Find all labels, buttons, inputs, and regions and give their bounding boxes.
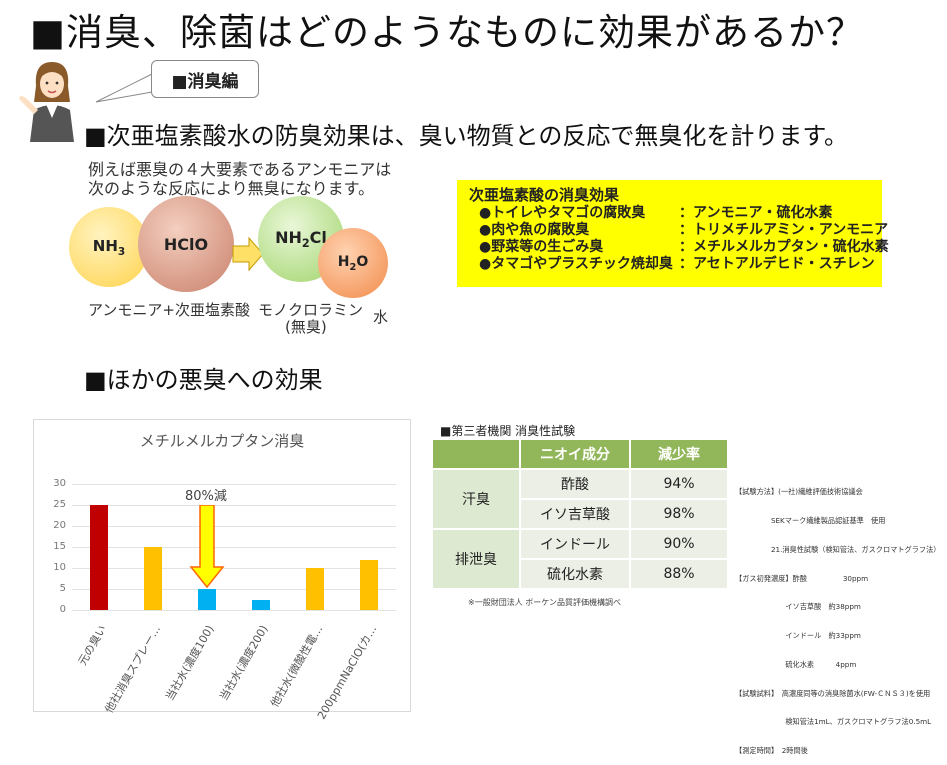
- table-header-cell: 減少率: [629, 438, 729, 470]
- table-header-cell: [431, 438, 521, 470]
- deodorization-test-table: ニオイ成分 減少率 汗臭 酢酸 94% イソ吉草酸 98% 排泄臭 インドール …: [431, 438, 729, 590]
- y-tick-label: 15: [53, 541, 66, 552]
- y-tick-label: 5: [59, 583, 66, 594]
- method-line: SEKマーク繊維製品認証基準 使用: [735, 515, 886, 525]
- chart-bar: [144, 547, 162, 610]
- table-component-cell: 酢酸: [519, 468, 631, 500]
- effect-item: ●野菜等の生ごみ臭: [479, 239, 604, 255]
- method-line: 【試験方法】(一社)繊維評価技術協議会: [735, 487, 863, 497]
- method-line: 硫化水素 4ppm: [735, 659, 857, 669]
- gridline: [72, 610, 396, 611]
- table-row: イソ吉草酸 98%: [432, 498, 729, 530]
- method-line: 【ガス初発濃度】酢酸 30ppm: [735, 573, 869, 583]
- chart-bar: [360, 559, 378, 610]
- table-header-cell: ニオイ成分: [519, 438, 631, 470]
- table-group-cell: 汗臭: [431, 468, 521, 530]
- gridline: [72, 505, 396, 506]
- gridline: [72, 526, 396, 527]
- effect-item: ●トイレやタマゴの腐敗臭: [479, 205, 646, 221]
- nh3-circle: NH3: [69, 207, 149, 287]
- method-line: 【測定時間】 2時間後: [735, 746, 808, 756]
- y-tick-label: 30: [53, 478, 66, 489]
- table-source-note: ※一般財団法人 ボーケン品質評価機構調べ: [468, 598, 622, 607]
- table-title: ■第三者機関 消臭性試験: [440, 424, 576, 438]
- callout-pointer: [95, 73, 153, 103]
- x-tick-label: 当社水(濃度100): [163, 623, 218, 703]
- section-bubble: ■消臭編: [151, 60, 259, 98]
- intro-line: 例えば悪臭の４大要素であるアンモニアは: [88, 160, 392, 179]
- chart-bar: [90, 505, 108, 610]
- table-row: 汗臭 酢酸 94%: [431, 468, 729, 530]
- x-tick-label: 200ppmNaClO(カ…: [314, 623, 380, 722]
- effect-value: ：アセトアルデヒド・スチレン: [679, 256, 875, 272]
- reaction-label-reactants: アンモニア+次亜塩素酸: [88, 301, 250, 319]
- reduction-annotation: 80%減: [185, 489, 227, 504]
- x-tick-label: 他社水(微酸性電…: [267, 623, 326, 710]
- y-tick-label: 0: [59, 604, 66, 615]
- effect-value: ：メチルメルカプタン・硫化水素: [679, 239, 889, 255]
- subtitle-other-odors: ■ほかの悪臭への効果: [84, 366, 323, 394]
- table-rate-cell: 98%: [629, 498, 729, 530]
- method-line: イソ吉草酸 約38ppm: [735, 602, 861, 612]
- reaction-label-odorless: (無臭): [285, 318, 327, 336]
- intro-line: 次のような反応により無臭になります。: [88, 179, 375, 198]
- gridline: [72, 589, 396, 590]
- gridline: [72, 484, 396, 485]
- presenter-avatar: [16, 56, 86, 142]
- reaction-label-product: モノクロラミン: [258, 301, 364, 319]
- effect-value: ：アンモニア・硫化水素: [679, 205, 833, 221]
- table-component-cell: 硫化水素: [519, 558, 631, 590]
- method-line: インドール 約33ppm: [735, 631, 861, 641]
- method-line: 21.消臭性試験（検知管法、ガスクロマトグラフ法）: [735, 544, 941, 554]
- h2o-circle: H2O: [318, 228, 388, 298]
- chart-plot-area: 0 5 10 15 20 25 30 元の臭い 他社消臭スプレー… 当社水(濃度100) 当社水(濃…: [34, 420, 410, 722]
- x-tick-label: 他社消臭スプレー…: [102, 623, 164, 716]
- test-method-notes: 【試験方法】(一社)繊維評価技術協議会 SEKマーク繊維製品認証基準 使用 21…: [735, 468, 941, 765]
- table-rate-cell: 94%: [629, 468, 729, 500]
- effect-item: ●肉や魚の腐敗臭: [479, 222, 590, 238]
- table-row: 排泄臭 インドール 90%: [431, 528, 729, 590]
- effects-title: 次亜塩素酸の消臭効果: [469, 186, 620, 204]
- chart-bar: [198, 589, 216, 610]
- method-line: 検知管法1mL、ガスクロマトグラフ法0.5mL: [735, 717, 932, 727]
- bar-chart: メチルメルカプタン消臭 0 5 10 15 20 25 30 元の臭い 他社消臭スプレー… 当社水…: [33, 419, 411, 722]
- method-line: 【試験試料】 高濃度同等の消臭除菌水(FW-ＣＮＳ３)を使用: [735, 688, 931, 698]
- intro-text: 例えば悪臭の４大要素であるアンモニアは 次のような反応により無臭になります。: [88, 160, 391, 198]
- subtitle-deodorize: ■次亜塩素酸水の防臭効果は、臭い物質との反応で無臭化を計ります。: [84, 122, 849, 150]
- hclo-circle: HClO: [138, 196, 234, 292]
- page-title: ■消臭、除菌はどのようなものに効果があるか？: [30, 11, 864, 54]
- table-row: 硫化水素 88%: [432, 558, 729, 590]
- table-component-cell: インドール: [519, 528, 631, 560]
- reaction-arrow-icon: [232, 236, 264, 272]
- table-rate-cell: 88%: [629, 558, 729, 590]
- chart-bar: [252, 599, 270, 610]
- effects-box: 次亜塩素酸の消臭効果 ●トイレやタマゴの腐敗臭 ：アンモニア・硫化水素 ●肉や魚…: [457, 180, 889, 287]
- gridline: [72, 568, 396, 569]
- table-component-cell: イソ吉草酸: [519, 498, 631, 530]
- reduction-arrow-icon: [189, 505, 225, 589]
- chart-bar: [306, 568, 324, 610]
- y-tick-label: 10: [53, 562, 66, 573]
- x-tick-label: 元の臭い: [75, 623, 110, 668]
- gridline: [72, 547, 396, 548]
- y-tick-label: 25: [53, 499, 66, 510]
- table-header-row: ニオイ成分 減少率: [431, 438, 729, 470]
- table-group-cell: 排泄臭: [431, 528, 521, 590]
- chart-title: メチルメルカプタン消臭: [139, 432, 305, 450]
- effect-item: ●タマゴやプラスチック焼却臭: [479, 256, 673, 272]
- effect-value: ：トリメチルアミン・アンモニア: [679, 222, 889, 238]
- y-tick-label: 20: [53, 520, 66, 531]
- table-rate-cell: 90%: [629, 528, 729, 560]
- reaction-label-water: 水: [373, 308, 389, 326]
- x-tick-label: 当社水(濃度200): [217, 623, 272, 703]
